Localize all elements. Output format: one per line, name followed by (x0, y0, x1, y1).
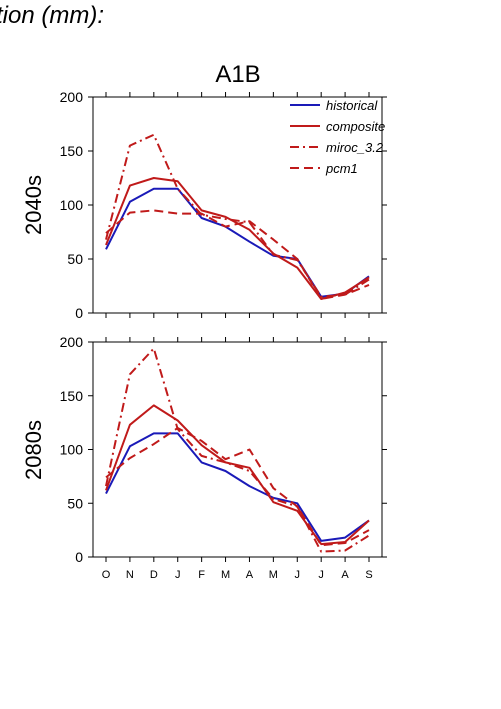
scenario-title: A1B (215, 61, 260, 88)
x-tick-label: N (126, 569, 134, 581)
series-line-miroc-3-2 (105, 133, 370, 298)
figure-heading: tion (mm): (0, 2, 104, 29)
y-tick-label: 150 (60, 388, 84, 404)
series-line-pcm1 (105, 209, 370, 300)
x-tick-label: A (246, 569, 254, 581)
series-line-composite (105, 404, 370, 546)
chart-panel-2: 0 50 100 150 200 O N D J F M A M J J A S 2080s (21, 334, 387, 581)
y-tick-label: 150 (60, 143, 84, 159)
series-line-composite (105, 177, 370, 300)
x-tick-label: O (102, 569, 111, 581)
legend-label: pcm1 (325, 161, 358, 176)
legend-label: historical (326, 98, 378, 113)
y-axis-label: 2040s (21, 175, 46, 235)
x-tick-label: M (221, 569, 230, 581)
series-line-historical (105, 187, 370, 298)
y-tick-label: 100 (60, 442, 84, 458)
y-tick-label: 200 (60, 89, 84, 105)
y-tick-label: 0 (75, 549, 83, 565)
x-tick-label: D (150, 569, 158, 581)
x-tick-label: S (365, 569, 372, 581)
x-tick-label: J (318, 569, 324, 581)
series-line-historical (105, 432, 370, 542)
y-tick-label: 0 (75, 305, 83, 321)
y-tick-label: 50 (67, 251, 83, 267)
legend: historical composite miroc_3.2 pcm1 (290, 98, 385, 176)
y-tick-label: 100 (60, 197, 84, 213)
legend-label: composite (326, 119, 385, 134)
x-tick-label: J (175, 569, 181, 581)
x-tick-label: J (295, 569, 301, 581)
plot-frame (92, 341, 383, 558)
series-line-pcm1 (105, 427, 370, 547)
legend-label: miroc_3.2 (326, 140, 384, 155)
x-tick-label: A (341, 569, 349, 581)
y-tick-label: 50 (67, 495, 83, 511)
x-tick-label: M (269, 569, 278, 581)
y-axis-label: 2080s (21, 420, 46, 480)
chart-panel-1: 0 50 100 150 200 2040s historical composite miro… (21, 89, 387, 321)
x-tick-label: F (198, 569, 205, 581)
y-tick-label: 200 (60, 334, 84, 350)
series-line-miroc-3-2 (105, 347, 370, 553)
